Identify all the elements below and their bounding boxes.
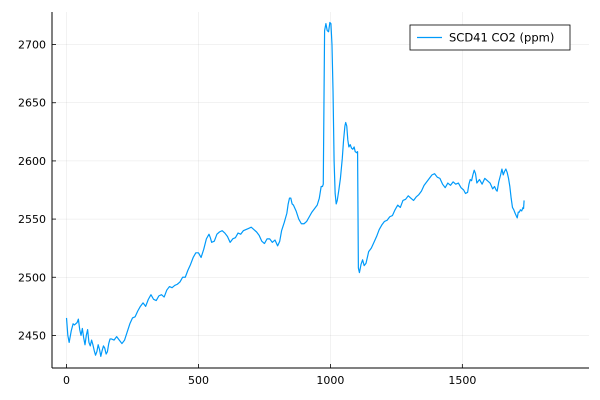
y-tick-label: 2500 <box>18 271 46 284</box>
x-tick-label: 0 <box>63 374 70 387</box>
y-tick-label: 2550 <box>18 213 46 226</box>
x-tick-label: 1000 <box>316 374 344 387</box>
y-tick-label: 2600 <box>18 155 46 168</box>
y-tick-label: 2650 <box>18 97 46 110</box>
y-tick-label: 2450 <box>18 329 46 342</box>
legend-label: SCD41 CO2 (ppm) <box>449 31 554 45</box>
tick-labels: 0 500 1000 1500 2450 2500 2550 2600 2650 2700 <box>18 39 476 387</box>
series-line-scd41-co2 <box>65 21 525 357</box>
y-tick-label: 2700 <box>18 39 46 52</box>
x-tick-label: 1500 <box>448 374 476 387</box>
plot-area <box>65 21 525 357</box>
legend: SCD41 CO2 (ppm) <box>409 24 571 51</box>
x-tick-label: 500 <box>188 374 209 387</box>
tick-marks <box>52 44 463 368</box>
axes <box>51 12 589 369</box>
